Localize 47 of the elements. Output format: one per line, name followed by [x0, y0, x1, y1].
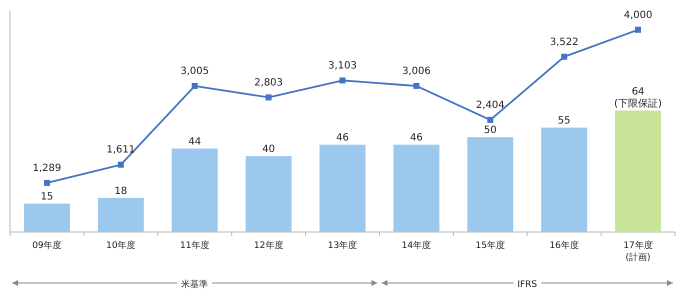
x-tick-label: 15年度	[476, 240, 506, 251]
point	[413, 82, 420, 89]
data-label: 2,803	[254, 77, 283, 88]
data-label: 3,005	[180, 66, 210, 77]
data-label: 3,522	[550, 36, 578, 48]
data-label: 44	[188, 136, 202, 148]
data-label: 50	[484, 125, 497, 136]
text: 米基準	[181, 279, 208, 290]
bar	[393, 144, 440, 232]
text: IFRS	[517, 280, 538, 290]
data-label: 2,404	[476, 100, 505, 111]
bar	[320, 144, 366, 232]
data-label: 46	[336, 132, 349, 144]
data-label: 3,103	[328, 60, 357, 72]
x-tick-label: 13年度	[328, 240, 358, 251]
x-tick-label: 11年度	[180, 240, 210, 251]
bar	[172, 148, 218, 232]
point	[44, 180, 50, 186]
data-label: 1,289	[32, 162, 62, 174]
data-label: 46	[410, 132, 423, 144]
bar	[24, 204, 70, 232]
x-tick-label: 12年度	[254, 240, 284, 251]
point	[487, 116, 494, 123]
data-label: 55	[558, 116, 571, 127]
bar	[541, 128, 588, 232]
data-label: 40	[262, 144, 275, 156]
bar	[98, 198, 144, 232]
data-label: 18	[114, 186, 128, 197]
point	[635, 26, 642, 33]
data-label: 4,000	[624, 10, 652, 21]
x-tick-label: 16年度	[549, 240, 579, 251]
x-tick-label: 09年度	[32, 240, 62, 251]
point	[340, 77, 346, 84]
x-tick-label: 14年度	[402, 240, 432, 251]
data-label: 1,611	[106, 144, 136, 156]
data-label: 15	[40, 192, 54, 203]
point	[266, 94, 272, 100]
bar	[467, 137, 514, 232]
data-label: 64 (下限保証)	[614, 86, 662, 110]
point	[561, 54, 568, 60]
x-tick-label: 10年度	[106, 240, 136, 251]
bar	[615, 110, 662, 232]
point	[192, 82, 198, 89]
data-label: 3,006	[402, 66, 431, 77]
x-tick-label: 17年度 (計画)	[623, 240, 653, 263]
bar	[246, 156, 292, 232]
point	[118, 162, 124, 168]
